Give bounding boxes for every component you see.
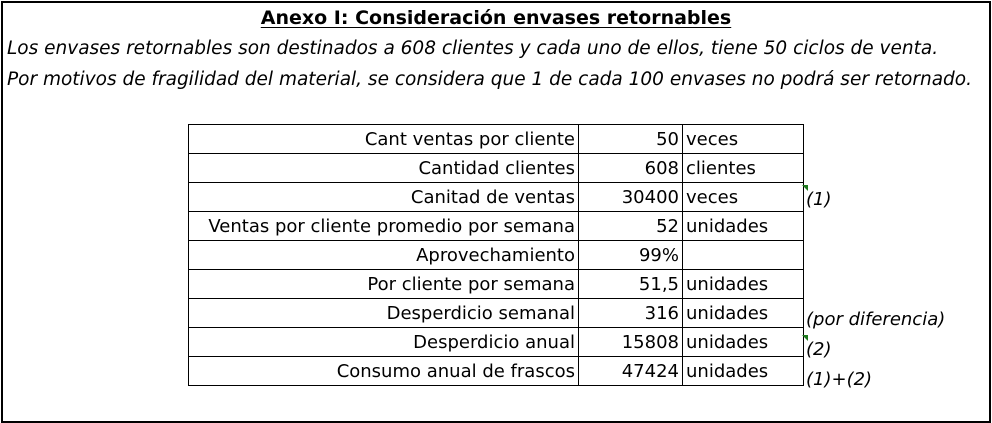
row-unit[interactable]: unidades [682,298,804,328]
note-desperdicio-anual: (2) [806,339,832,360]
table-row: Ventas por cliente promedio por semana 5… [188,211,804,241]
table-row: Cantidad clientes 608 clientes [188,153,804,183]
note-consumo-anual: (1)+(2) [806,369,873,390]
note-ventas: (1) [806,189,832,210]
table-row: Desperdicio anual 15808 unidades [188,327,804,357]
row-label[interactable]: Desperdicio anual [188,327,579,357]
table-row: Aprovechamiento 99% [188,240,804,270]
comment-indicator-icon[interactable] [802,335,808,341]
row-value[interactable]: 47424 [578,356,683,386]
row-unit[interactable] [682,240,804,270]
table-row: Cant ventas por cliente 50 veces [188,124,804,154]
row-value[interactable]: 608 [578,153,683,183]
row-label[interactable]: Cantidad clientes [188,153,579,183]
row-value[interactable]: 52 [578,211,683,241]
row-value[interactable]: 30400 [578,182,683,212]
row-label[interactable]: Aprovechamiento [188,240,579,270]
row-label[interactable]: Canitad de ventas [188,182,579,212]
row-unit[interactable]: unidades [682,211,804,241]
row-unit[interactable]: veces [682,124,804,154]
comment-indicator-icon[interactable] [802,185,808,191]
intro-line-2: Por motivos de fragilidad del material, … [7,69,972,90]
row-label[interactable]: Consumo anual de frascos [188,356,579,386]
row-value[interactable]: 316 [578,298,683,328]
row-unit[interactable]: veces [682,182,804,212]
row-label[interactable]: Por cliente por semana [188,269,579,299]
row-unit[interactable]: unidades [682,356,804,386]
row-label[interactable]: Ventas por cliente promedio por semana [188,211,579,241]
table-row: Por cliente por semana 51,5 unidades [188,269,804,299]
table-row: Canitad de ventas 30400 veces [188,182,804,212]
table-row: Consumo anual de frascos 47424 unidades [188,356,804,386]
row-value[interactable]: 50 [578,124,683,154]
data-table: Cant ventas por cliente 50 veces Cantida… [188,124,804,386]
row-value[interactable]: 51,5 [578,269,683,299]
row-unit[interactable]: unidades [682,269,804,299]
table-row: Desperdicio semanal 316 unidades [188,298,804,328]
row-label[interactable]: Cant ventas por cliente [188,124,579,154]
sheet-title: Anexo I: Consideración envases retornabl… [260,7,732,29]
note-desperdicio-semanal: (por diferencia) [806,309,946,330]
row-value[interactable]: 15808 [578,327,683,357]
intro-line-1: Los envases retornables son destinados a… [7,38,939,59]
row-value[interactable]: 99% [578,240,683,270]
row-unit[interactable]: unidades [682,327,804,357]
row-unit[interactable]: clientes [682,153,804,183]
row-label[interactable]: Desperdicio semanal [188,298,579,328]
